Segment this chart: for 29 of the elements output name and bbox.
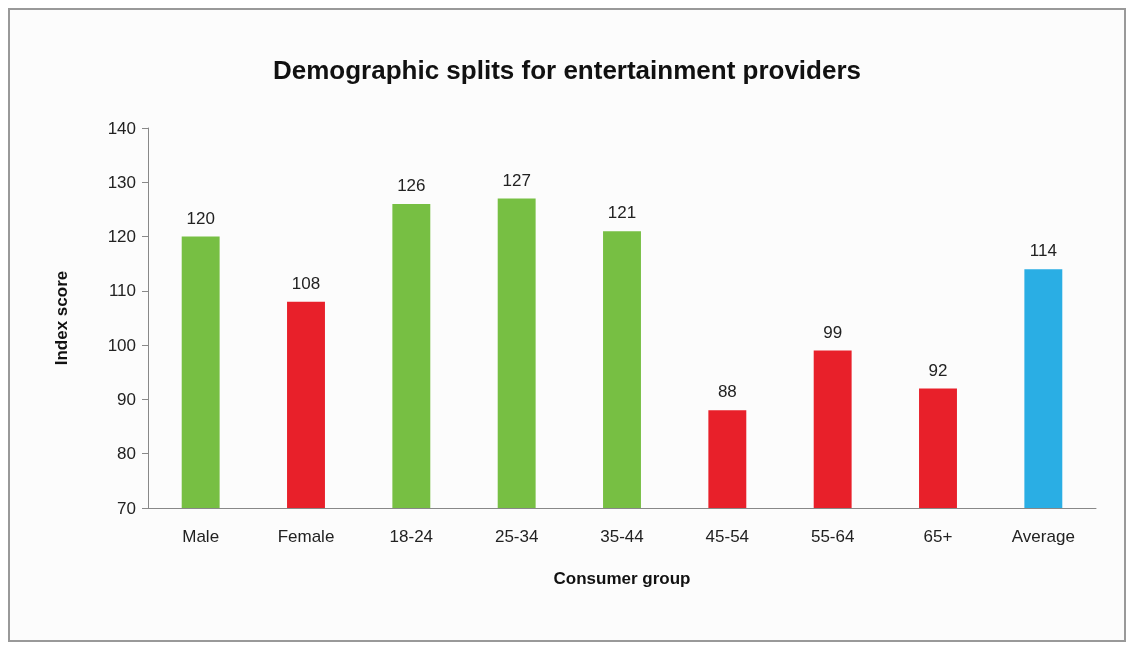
x-tick-label: Average — [1011, 527, 1075, 546]
x-tick-label: 35-44 — [600, 527, 644, 546]
x-tick-label: Female — [277, 527, 335, 546]
data-label: 120 — [186, 208, 215, 228]
y-tick-label: 80 — [117, 444, 136, 464]
data-label: 114 — [1029, 241, 1057, 261]
y-tick-label: 100 — [107, 335, 136, 355]
y-tick-label: 120 — [107, 227, 136, 247]
y-tick-label: 70 — [117, 498, 136, 518]
y-tick-label: 90 — [117, 389, 136, 409]
y-tick-label: 140 — [107, 118, 136, 138]
y-tick-label: 130 — [107, 172, 136, 192]
chart-title: Demographic splits for entertainment providers — [272, 55, 862, 85]
x-tick-label: 25-34 — [494, 527, 539, 546]
x-tick-label: Male — [182, 527, 220, 546]
y-axis-title: Index score — [52, 270, 71, 366]
y-tick-label: 110 — [108, 281, 136, 301]
data-label: 127 — [502, 170, 531, 190]
x-tick-label: 65+ — [923, 527, 953, 546]
x-tick-label: 18-24 — [389, 527, 434, 546]
data-label: 108 — [291, 273, 321, 293]
data-label: 121 — [607, 203, 637, 223]
data-label: 99 — [823, 322, 843, 342]
x-tick-label: 55-64 — [810, 527, 855, 546]
data-label: 88 — [717, 382, 737, 402]
data-label: 126 — [397, 176, 426, 195]
data-label: 92 — [928, 360, 948, 380]
x-axis-title: Consumer group — [553, 569, 691, 588]
x-tick-label: 45-54 — [705, 527, 750, 546]
